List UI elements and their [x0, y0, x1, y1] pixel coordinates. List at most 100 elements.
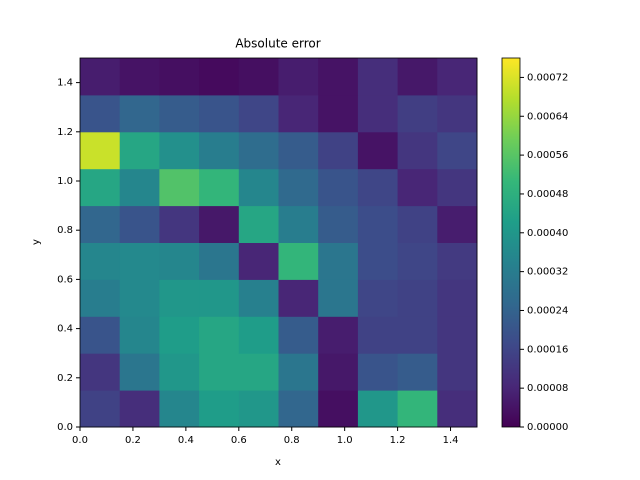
x-tick-label: 0.0: [72, 435, 88, 446]
y-tick-label: 1.2: [57, 127, 73, 138]
colorbar-tick-label: 0.00040: [527, 228, 568, 239]
heatmap-cell: [318, 205, 359, 243]
heatmap-cell: [278, 131, 319, 170]
heatmap-cell: [278, 94, 319, 133]
heatmap-cell: [159, 316, 200, 354]
heatmap-cell: [199, 94, 240, 133]
heatmap-cell: [437, 390, 478, 428]
heatmap-cell: [357, 279, 399, 317]
heatmap-cell: [278, 353, 319, 391]
heatmap-cell: [119, 242, 160, 280]
y-tick-label: 0.0: [57, 422, 73, 433]
heatmap-cell: [437, 242, 478, 280]
x-tick-label: 0.4: [178, 435, 194, 446]
heatmap-cell: [357, 94, 399, 133]
heatmap-cell: [119, 353, 160, 391]
heatmap-cell: [318, 168, 359, 207]
colorbar-tick-label: 0.00048: [527, 189, 568, 200]
heatmap-cell: [397, 390, 438, 428]
heatmap-cell: [397, 353, 438, 391]
heatmap-cell: [397, 316, 438, 354]
heatmap-cell: [199, 205, 240, 243]
y-axis-label: y: [31, 239, 42, 245]
heatmap-cell: [357, 205, 399, 243]
heatmap-cell: [437, 316, 478, 354]
heatmap-cell: [119, 279, 160, 317]
colorbar-tick-label: 0.00000: [527, 422, 568, 433]
heatmap-cell: [159, 390, 200, 428]
heatmap-cell: [119, 168, 160, 207]
heatmap-cell: [278, 390, 319, 428]
heatmap-cell: [357, 168, 399, 207]
heatmap-cell: [397, 168, 438, 207]
heatmap-cell: [119, 205, 160, 243]
y-tick-label: 0.2: [57, 373, 73, 384]
colorbar-tick-label: 0.00064: [527, 111, 568, 122]
heatmap-cell: [278, 279, 319, 317]
chart-title: Absolute error: [235, 37, 320, 51]
colorbar-tick-label: 0.00024: [527, 305, 568, 316]
heatmap-cell: [397, 242, 438, 280]
y-tick-label: 1.0: [57, 176, 73, 187]
heatmap-cell: [238, 58, 279, 96]
heatmap-cell: [159, 279, 200, 317]
heatmap-cell: [238, 168, 279, 207]
heatmap-cell: [278, 205, 319, 243]
heatmap-cell: [318, 58, 359, 96]
heatmap-cell: [238, 94, 279, 133]
heatmap-cell: [357, 131, 399, 170]
heatmap-cell: [437, 94, 478, 133]
heatmap-cell: [80, 390, 121, 428]
heatmap-cell: [238, 242, 279, 280]
heatmap-cell: [199, 131, 240, 170]
heatmap-cell: [357, 353, 399, 391]
heatmap-cell: [437, 353, 478, 391]
heatmap-cell: [278, 168, 319, 207]
heatmap-cell: [199, 353, 240, 391]
x-tick-label: 0.6: [231, 435, 247, 446]
heatmap-cell: [80, 242, 121, 280]
heatmap-cell: [159, 58, 200, 96]
heatmap-cell: [278, 242, 319, 280]
heatmap-cell: [80, 279, 121, 317]
heatmap-cell: [437, 58, 478, 96]
x-axis-label: x: [275, 457, 281, 468]
heatmap-cell: [238, 316, 279, 354]
heatmap-cell: [238, 131, 279, 170]
heatmap-cell: [437, 205, 478, 243]
heatmap-cell: [397, 58, 438, 96]
heatmap-cell: [238, 390, 279, 428]
heatmap-cell: [318, 279, 359, 317]
colorbar-tick-label: 0.00056: [527, 150, 568, 161]
heatmap-cell: [199, 279, 240, 317]
heatmap-cell: [159, 353, 200, 391]
x-tick-label: 1.2: [390, 435, 406, 446]
heatmap-cell: [318, 390, 359, 428]
heatmap-cell: [199, 390, 240, 428]
y-tick-label: 1.4: [57, 78, 73, 89]
heatmap-cell: [199, 58, 240, 96]
heatmap-cell: [159, 242, 200, 280]
heatmap-cell: [199, 242, 240, 280]
heatmap-cell: [437, 131, 478, 170]
heatmap-cell: [318, 94, 359, 133]
heatmap-cell: [159, 168, 200, 207]
heatmap-cell: [199, 316, 240, 354]
heatmap-cell: [318, 353, 359, 391]
heatmap-cell: [159, 205, 200, 243]
heatmap-cell: [159, 131, 200, 170]
colorbar-tick-label: 0.00032: [527, 267, 568, 278]
heatmap-cell: [357, 242, 399, 280]
heatmap-cell: [357, 390, 399, 428]
heatmap-cell: [437, 168, 478, 207]
heatmap-cell: [318, 131, 359, 170]
heatmap-cell: [80, 131, 121, 170]
heatmap-cell: [238, 205, 279, 243]
heatmap-cell: [80, 168, 121, 207]
y-tick-label: 0.6: [57, 274, 73, 285]
heatmap-cell: [318, 316, 359, 354]
y-tick-label: 0.4: [57, 324, 73, 335]
colorbar-tick-label: 0.00008: [527, 383, 568, 394]
y-tick-label: 0.8: [57, 225, 73, 236]
